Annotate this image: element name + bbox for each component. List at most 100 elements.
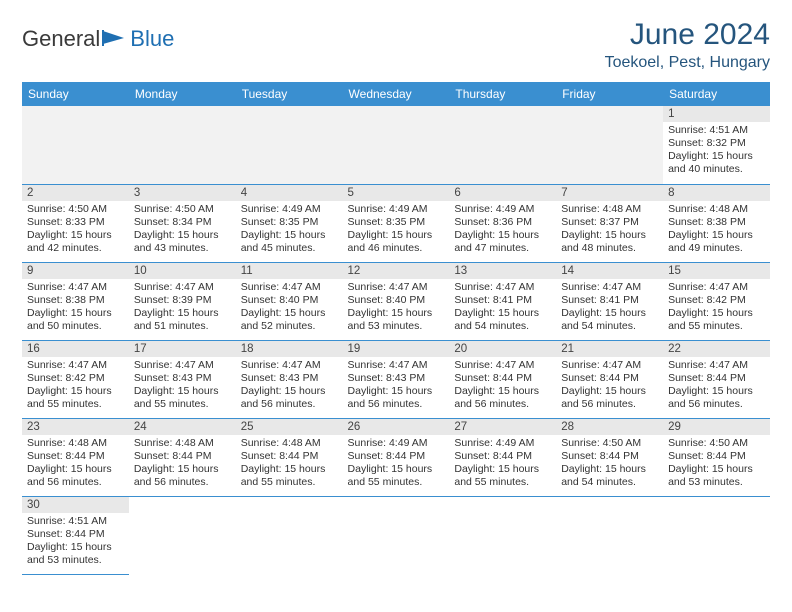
day-number: 7: [556, 185, 663, 201]
day-number: 30: [22, 497, 129, 513]
day-details: Sunrise: 4:47 AMSunset: 8:43 PMDaylight:…: [343, 357, 450, 416]
sunrise-line: Sunrise: 4:47 AM: [454, 281, 551, 294]
sunrise-line: Sunrise: 4:47 AM: [668, 359, 765, 372]
sunrise-line: Sunrise: 4:48 AM: [561, 203, 658, 216]
day-details: Sunrise: 4:47 AMSunset: 8:41 PMDaylight:…: [449, 279, 556, 338]
sunrise-line: Sunrise: 4:48 AM: [668, 203, 765, 216]
calendar-cell: 28Sunrise: 4:50 AMSunset: 8:44 PMDayligh…: [556, 418, 663, 496]
calendar-cell: 18Sunrise: 4:47 AMSunset: 8:43 PMDayligh…: [236, 340, 343, 418]
day-number: 17: [129, 341, 236, 357]
calendar-cell: 1Sunrise: 4:51 AMSunset: 8:32 PMDaylight…: [663, 106, 770, 184]
calendar-cell: [343, 496, 450, 574]
sunrise-line: Sunrise: 4:47 AM: [348, 359, 445, 372]
sunset-line: Sunset: 8:44 PM: [561, 372, 658, 385]
calendar-cell: 5Sunrise: 4:49 AMSunset: 8:35 PMDaylight…: [343, 184, 450, 262]
weekday-header: Thursday: [449, 82, 556, 106]
day-number: 26: [343, 419, 450, 435]
calendar-body: 1Sunrise: 4:51 AMSunset: 8:32 PMDaylight…: [22, 106, 770, 574]
day-details: Sunrise: 4:47 AMSunset: 8:40 PMDaylight:…: [343, 279, 450, 338]
sunset-line: Sunset: 8:43 PM: [241, 372, 338, 385]
calendar-cell: 12Sunrise: 4:47 AMSunset: 8:40 PMDayligh…: [343, 262, 450, 340]
day-details: Sunrise: 4:47 AMSunset: 8:43 PMDaylight:…: [129, 357, 236, 416]
sunset-line: Sunset: 8:41 PM: [561, 294, 658, 307]
logo-text-blue: Blue: [130, 26, 174, 52]
daylight-line: Daylight: 15 hours and 43 minutes.: [134, 229, 231, 255]
sunset-line: Sunset: 8:32 PM: [668, 137, 765, 150]
daylight-line: Daylight: 15 hours and 49 minutes.: [668, 229, 765, 255]
sunrise-line: Sunrise: 4:47 AM: [27, 359, 124, 372]
calendar-cell: [556, 496, 663, 574]
daylight-line: Daylight: 15 hours and 53 minutes.: [348, 307, 445, 333]
sunset-line: Sunset: 8:39 PM: [134, 294, 231, 307]
calendar-cell: 6Sunrise: 4:49 AMSunset: 8:36 PMDaylight…: [449, 184, 556, 262]
calendar-cell: [129, 106, 236, 184]
sunrise-line: Sunrise: 4:50 AM: [134, 203, 231, 216]
calendar-cell: [129, 496, 236, 574]
weekday-header: Monday: [129, 82, 236, 106]
daylight-line: Daylight: 15 hours and 50 minutes.: [27, 307, 124, 333]
sunrise-line: Sunrise: 4:47 AM: [134, 281, 231, 294]
calendar-cell: [236, 106, 343, 184]
calendar-cell: 8Sunrise: 4:48 AMSunset: 8:38 PMDaylight…: [663, 184, 770, 262]
calendar-cell: 19Sunrise: 4:47 AMSunset: 8:43 PMDayligh…: [343, 340, 450, 418]
header: General Blue June 2024 Toekoel, Pest, Hu…: [22, 18, 770, 72]
day-details: Sunrise: 4:47 AMSunset: 8:42 PMDaylight:…: [22, 357, 129, 416]
daylight-line: Daylight: 15 hours and 53 minutes.: [668, 463, 765, 489]
day-number: 29: [663, 419, 770, 435]
sunrise-line: Sunrise: 4:50 AM: [561, 437, 658, 450]
daylight-line: Daylight: 15 hours and 56 minutes.: [241, 385, 338, 411]
day-details: Sunrise: 4:51 AMSunset: 8:32 PMDaylight:…: [663, 122, 770, 181]
sunset-line: Sunset: 8:44 PM: [241, 450, 338, 463]
sunset-line: Sunset: 8:44 PM: [668, 372, 765, 385]
calendar-cell: 9Sunrise: 4:47 AMSunset: 8:38 PMDaylight…: [22, 262, 129, 340]
sunrise-line: Sunrise: 4:48 AM: [134, 437, 231, 450]
daylight-line: Daylight: 15 hours and 55 minutes.: [454, 463, 551, 489]
daylight-line: Daylight: 15 hours and 54 minutes.: [454, 307, 551, 333]
calendar-cell: 26Sunrise: 4:49 AMSunset: 8:44 PMDayligh…: [343, 418, 450, 496]
calendar-cell: 27Sunrise: 4:49 AMSunset: 8:44 PMDayligh…: [449, 418, 556, 496]
sunset-line: Sunset: 8:44 PM: [454, 450, 551, 463]
sunset-line: Sunset: 8:34 PM: [134, 216, 231, 229]
day-details: Sunrise: 4:47 AMSunset: 8:42 PMDaylight:…: [663, 279, 770, 338]
sunset-line: Sunset: 8:42 PM: [668, 294, 765, 307]
sunrise-line: Sunrise: 4:47 AM: [454, 359, 551, 372]
calendar-cell: 14Sunrise: 4:47 AMSunset: 8:41 PMDayligh…: [556, 262, 663, 340]
daylight-line: Daylight: 15 hours and 40 minutes.: [668, 150, 765, 176]
calendar-cell: 10Sunrise: 4:47 AMSunset: 8:39 PMDayligh…: [129, 262, 236, 340]
sunrise-line: Sunrise: 4:47 AM: [134, 359, 231, 372]
day-number: 28: [556, 419, 663, 435]
day-details: Sunrise: 4:49 AMSunset: 8:44 PMDaylight:…: [449, 435, 556, 494]
weekday-header: Saturday: [663, 82, 770, 106]
sunset-line: Sunset: 8:44 PM: [668, 450, 765, 463]
sunrise-line: Sunrise: 4:47 AM: [561, 281, 658, 294]
flag-icon: [102, 28, 128, 51]
daylight-line: Daylight: 15 hours and 55 minutes.: [27, 385, 124, 411]
weekday-header: Wednesday: [343, 82, 450, 106]
sunrise-line: Sunrise: 4:48 AM: [241, 437, 338, 450]
sunrise-line: Sunrise: 4:47 AM: [561, 359, 658, 372]
day-details: Sunrise: 4:48 AMSunset: 8:44 PMDaylight:…: [22, 435, 129, 494]
day-number: 6: [449, 185, 556, 201]
sunrise-line: Sunrise: 4:50 AM: [27, 203, 124, 216]
calendar-cell: 16Sunrise: 4:47 AMSunset: 8:42 PMDayligh…: [22, 340, 129, 418]
sunrise-line: Sunrise: 4:47 AM: [241, 359, 338, 372]
daylight-line: Daylight: 15 hours and 46 minutes.: [348, 229, 445, 255]
month-title: June 2024: [605, 18, 770, 52]
sunset-line: Sunset: 8:40 PM: [348, 294, 445, 307]
calendar-cell: 4Sunrise: 4:49 AMSunset: 8:35 PMDaylight…: [236, 184, 343, 262]
daylight-line: Daylight: 15 hours and 55 minutes.: [668, 307, 765, 333]
calendar-cell: 2Sunrise: 4:50 AMSunset: 8:33 PMDaylight…: [22, 184, 129, 262]
calendar-table: SundayMondayTuesdayWednesdayThursdayFrid…: [22, 82, 770, 575]
day-number: 23: [22, 419, 129, 435]
sunset-line: Sunset: 8:44 PM: [348, 450, 445, 463]
daylight-line: Daylight: 15 hours and 48 minutes.: [561, 229, 658, 255]
day-details: Sunrise: 4:50 AMSunset: 8:44 PMDaylight:…: [663, 435, 770, 494]
daylight-line: Daylight: 15 hours and 56 minutes.: [561, 385, 658, 411]
day-details: Sunrise: 4:47 AMSunset: 8:40 PMDaylight:…: [236, 279, 343, 338]
calendar-cell: 24Sunrise: 4:48 AMSunset: 8:44 PMDayligh…: [129, 418, 236, 496]
sunrise-line: Sunrise: 4:49 AM: [454, 437, 551, 450]
day-number: 27: [449, 419, 556, 435]
daylight-line: Daylight: 15 hours and 42 minutes.: [27, 229, 124, 255]
calendar-cell: [556, 106, 663, 184]
day-number: 16: [22, 341, 129, 357]
